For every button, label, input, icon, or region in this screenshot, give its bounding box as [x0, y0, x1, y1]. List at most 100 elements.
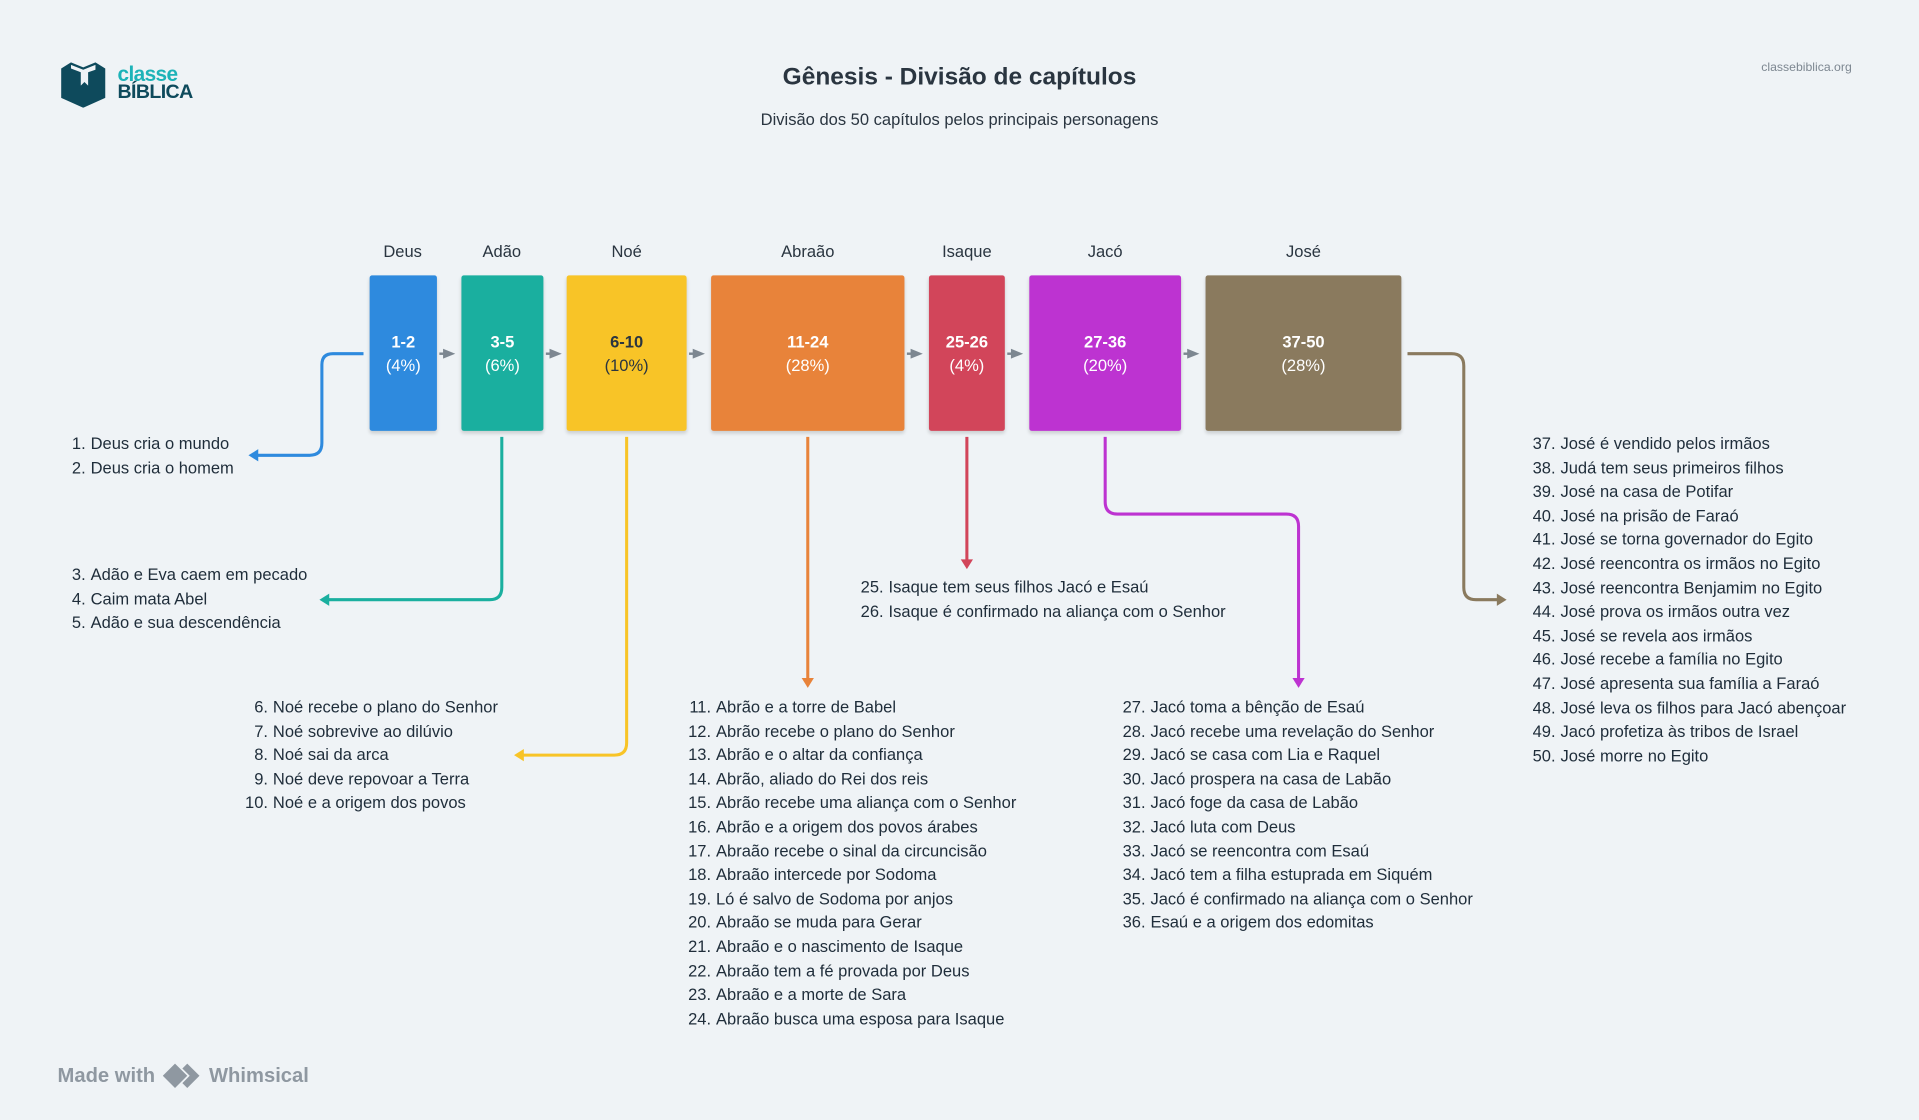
item-number: 45.: [1532, 626, 1556, 645]
made-with-badge[interactable]: Made with Whimsical: [58, 1062, 309, 1089]
item-number: 17.: [688, 841, 712, 860]
item-number: 34.: [1122, 865, 1146, 884]
item-text: José reencontra Benjamim no Egito: [1560, 578, 1823, 597]
site-url: classebiblica.org: [1761, 61, 1852, 75]
item-text: José recebe a família no Egito: [1560, 650, 1783, 669]
chapter-box-jaco[interactable]: 27-36 (20%): [1029, 275, 1182, 431]
item-text: Deus cria o homem: [90, 458, 234, 477]
list-item: 40. José na prisão de Faraó: [1529, 504, 1846, 528]
section-label-jose: José: [1285, 242, 1321, 261]
item-number: 5.: [71, 613, 86, 632]
item-text: José apresenta sua família a Faraó: [1560, 674, 1820, 693]
item-number: 39.: [1532, 482, 1556, 501]
item-number: 38.: [1532, 458, 1556, 477]
list-item: 45. José se revela aos irmãos: [1529, 624, 1846, 648]
item-text: José se torna governador do Egito: [1560, 530, 1814, 549]
item-number: 15.: [688, 793, 712, 812]
item-number: 7.: [254, 721, 269, 740]
item-number: 31.: [1122, 793, 1146, 812]
item-number: 12.: [688, 721, 712, 740]
item-number: 21.: [688, 937, 712, 956]
item-number: 37.: [1532, 434, 1556, 453]
chapter-box-isaque[interactable]: 25-26 (4%): [928, 275, 1005, 431]
item-text: Isaque tem seus filhos Jacó e Esaú: [888, 577, 1149, 597]
list-item: 35. Jacó é confirmado na aliança com o Se…: [1119, 887, 1473, 911]
item-text: Caim mata Abel: [90, 589, 208, 608]
item-number: 44.: [1532, 602, 1556, 621]
chapter-box-adao[interactable]: 3-5 (6%): [461, 275, 544, 431]
item-number: 4.: [71, 589, 86, 608]
item-text: Noé sobrevive ao dilúvio: [272, 721, 453, 740]
item-text: Isaque é confirmado na aliança com o Sen…: [888, 601, 1226, 621]
chapter-box-abraao[interactable]: 11-24 (28%): [711, 275, 905, 431]
list-item: 22. Abraão tem a fé provada por Deus: [684, 959, 1016, 983]
item-number: 18.: [688, 865, 712, 884]
item-text: Deus cria o mundo: [90, 434, 230, 453]
arrowhead-icon: [801, 678, 814, 688]
logo: classe BÍBLICA: [59, 59, 193, 108]
logo-line1: classe: [117, 62, 178, 86]
connector-deus: [257, 352, 364, 457]
chapter-percent: (28%): [1281, 355, 1326, 374]
flow-arrow-icon: [1010, 348, 1024, 359]
item-number: 27.: [1122, 697, 1146, 716]
item-number: 30.: [1122, 769, 1146, 788]
item-text: Noé e a origem dos povos: [272, 793, 466, 812]
arrowhead-icon: [960, 559, 974, 570]
chapter-range: 37-50: [1282, 332, 1325, 351]
section-label-noe: Noé: [611, 242, 642, 261]
item-text: Judá tem seus primeiros filhos: [1560, 458, 1784, 477]
item-number: 36.: [1122, 913, 1146, 932]
item-number: 6.: [254, 697, 269, 716]
item-text: Abraão tem a fé provada por Deus: [715, 961, 970, 980]
list-item: 16. Abrão e a origem dos povos árabes: [684, 815, 1016, 839]
list-item: 26. Isaque é confirmado na aliança com o …: [857, 599, 1226, 623]
item-text: Jacó recebe uma revelação do Senhor: [1150, 721, 1435, 740]
list-item: 17. Abraão recebe o sinal da circuncisão: [684, 839, 1016, 863]
chapter-box-deus[interactable]: 1-2 (4%): [369, 275, 437, 431]
chapter-box-jose[interactable]: 37-50 (28%): [1205, 275, 1402, 431]
list-item: 8. Noé sai da arca: [241, 743, 498, 767]
item-text: Noé deve repovoar a Terra: [272, 769, 470, 788]
connector-jaco: [1103, 436, 1301, 680]
item-number: 13.: [688, 745, 712, 764]
arrowhead-icon: [514, 749, 524, 762]
item-text: Jacó foge da casa de Labão: [1150, 793, 1359, 812]
logo-line2: BÍBLICA: [117, 82, 193, 103]
chapter-box-noe[interactable]: 6-10 (10%): [566, 275, 687, 431]
item-text: Abrão e o altar da confiança: [715, 745, 923, 764]
item-text: Jacó toma a bênção de Esaú: [1150, 697, 1365, 716]
item-text: Jacó tem a filha estuprada em Siquém: [1150, 865, 1433, 884]
item-number: 19.: [688, 889, 712, 908]
list-item: 50. José morre no Egito: [1529, 744, 1846, 768]
item-text: Jacó se casa com Lia e Raquel: [1150, 745, 1381, 764]
item-number: 49.: [1532, 722, 1556, 741]
item-number: 32.: [1122, 817, 1146, 836]
list-item: 46. José recebe a família no Egito: [1529, 648, 1846, 672]
item-text: José leva os filhos para Jacó abençoar: [1560, 698, 1847, 717]
item-text: Noé recebe o plano do Senhor: [272, 697, 498, 716]
list-item: 37. José é vendido pelos irmãos: [1529, 432, 1846, 456]
section-label-jaco: Jacó: [1087, 242, 1123, 261]
list-item: 21. Abraão e o nascimento de Isaque: [684, 935, 1016, 959]
item-text: Abraão e a morte de Sara: [715, 985, 907, 1004]
list-item: 11. Abrão e a torre de Babel: [684, 695, 1016, 719]
flow-arrows: [439, 348, 1200, 359]
list-item: 5. Adão e sua descendência: [59, 611, 308, 635]
made-with-label: Made with: [57, 1064, 156, 1087]
list-item: 23. Abraão e a morte de Sara: [684, 983, 1016, 1007]
list-item: 15. Abrão recebe uma aliança com o Senhor: [684, 791, 1016, 815]
page-subtitle: Divisão dos 50 capítulos pelos principai…: [760, 110, 1159, 129]
item-number: 3.: [71, 565, 86, 584]
item-text: José prova os irmãos outra vez: [1560, 602, 1791, 621]
arrowhead-icon: [1496, 593, 1507, 606]
item-text: José se revela aos irmãos: [1560, 626, 1753, 645]
chapter-percent: (20%): [1083, 355, 1128, 374]
item-number: 24.: [688, 1009, 712, 1028]
chapter-list-deus: 1. Deus cria o mundo 2. Deus cria o homem: [59, 432, 234, 480]
item-text: Abraão se muda para Gerar: [715, 913, 922, 932]
chapter-list-adao: 3. Adão e Eva caem em pecado 4. Caim mata A…: [59, 563, 308, 635]
list-item: 1. Deus cria o mundo: [59, 432, 234, 456]
